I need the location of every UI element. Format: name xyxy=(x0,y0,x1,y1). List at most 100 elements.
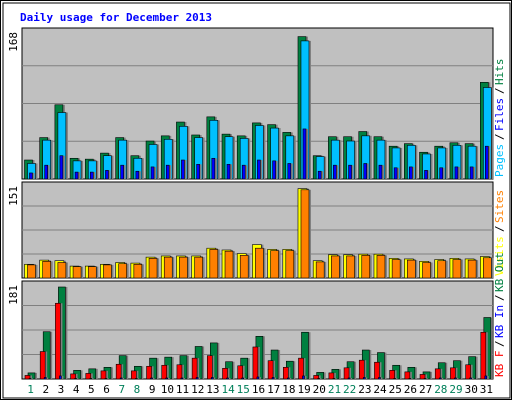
bar-kbin-day-2-shadow xyxy=(46,377,49,379)
bar-sites-day-28 xyxy=(437,260,447,279)
bar-sites-day-12 xyxy=(194,256,203,279)
bar-kbin-day-22 xyxy=(347,377,351,380)
kbytes-panel-legend-kb-in: KB In xyxy=(493,305,506,338)
bar-pages-day-6 xyxy=(105,170,109,180)
bar-kbin-day-19-shadow xyxy=(304,375,307,379)
visits-panel-legend-sites: Sites xyxy=(493,190,506,223)
kbytes-panel-legend-sep-2: / xyxy=(493,294,506,301)
kbytes-panel-ymax-label: 181 xyxy=(7,285,20,305)
bar-kbin-day-9 xyxy=(150,377,153,380)
bar-kbin-day-1 xyxy=(28,378,32,380)
x-label-day-14: 14 xyxy=(221,383,235,396)
bar-sites-day-6 xyxy=(103,264,112,279)
bar-kbin-day-14-shadow xyxy=(228,377,231,379)
visits-panel-ymax-label: 151 xyxy=(7,186,20,206)
bar-pages-day-24 xyxy=(378,164,383,180)
bar-pages-day-12 xyxy=(196,164,200,180)
bar-kbin-day-5 xyxy=(89,378,93,380)
bar-kbf-day-25 xyxy=(389,370,395,380)
bar-pages-day-5-shadow xyxy=(92,172,96,179)
bar-sites-day-30 xyxy=(467,259,477,279)
bar-pages-day-20 xyxy=(317,170,322,180)
bar-kbin-day-20-shadow xyxy=(319,378,322,379)
bar-pages-day-4-shadow xyxy=(77,172,81,179)
bar-sites-day-2 xyxy=(42,261,51,279)
bar-kbf-day-2 xyxy=(39,351,46,380)
bar-kbf-day-11 xyxy=(176,364,183,380)
bar-sites-day-5 xyxy=(87,266,97,279)
x-label-day-20: 20 xyxy=(313,383,326,396)
bar-pages-day-27 xyxy=(424,170,428,180)
x-label-day-21: 21 xyxy=(328,383,341,396)
bar-pages-day-8-shadow xyxy=(137,171,141,179)
bar-kbin-day-26-shadow xyxy=(410,378,413,379)
bar-kbf-day-31 xyxy=(480,331,487,380)
bar-kbin-day-19 xyxy=(302,375,305,380)
hits-panel-legend-hits: Hits xyxy=(493,59,506,86)
bar-kbin-day-23 xyxy=(362,377,366,380)
bar-sites-day-18 xyxy=(285,250,295,279)
hits-panel-ymax-label: 168 xyxy=(7,32,20,52)
bar-sites-day-1 xyxy=(27,264,36,279)
hits-panel-legend-files: Files xyxy=(493,98,506,131)
bar-kbf-day-18 xyxy=(282,367,289,380)
bar-pages-day-29-shadow xyxy=(456,166,460,179)
x-label-day-13: 13 xyxy=(206,383,219,396)
bar-kbf-day-9 xyxy=(146,365,152,380)
bar-pages-day-2-shadow xyxy=(46,165,50,179)
bar-pages-day-9 xyxy=(150,166,155,180)
bar-pages-day-16 xyxy=(257,159,261,180)
hits-panel-legend-pages: Pages xyxy=(493,144,506,177)
bar-pages-day-21 xyxy=(333,164,337,180)
x-label-day-26: 26 xyxy=(404,383,417,396)
bar-pages-day-4 xyxy=(74,171,79,180)
bar-pages-day-22-shadow xyxy=(350,165,354,179)
bar-pages-day-29 xyxy=(454,166,459,180)
bar-kbf-day-22 xyxy=(343,367,350,380)
bar-pages-day-28-shadow xyxy=(441,167,445,179)
bar-kbin-day-10-shadow xyxy=(167,377,170,379)
x-label-day-22: 22 xyxy=(343,383,356,396)
bar-pages-day-14-shadow xyxy=(229,164,233,179)
chart-title: Daily usage for December 2013 xyxy=(20,11,212,24)
bar-pages-day-17 xyxy=(272,160,276,180)
bar-pages-day-26 xyxy=(409,166,413,180)
bar-kbf-day-3 xyxy=(55,302,61,380)
bar-kbin-day-31 xyxy=(484,375,488,380)
x-label-day-1: 1 xyxy=(27,383,34,396)
kbytes-panel-legend-kb-out: KB Out xyxy=(493,252,506,292)
bar-pages-day-20-shadow xyxy=(320,171,324,179)
bar-sites-day-22 xyxy=(346,255,355,279)
x-label-day-16: 16 xyxy=(252,383,265,396)
bar-pages-day-24-shadow xyxy=(380,165,384,179)
bar-kbin-day-28-shadow xyxy=(441,377,444,379)
bar-kbin-day-2 xyxy=(43,377,47,380)
bar-kbin-day-27-shadow xyxy=(426,378,429,379)
bar-kbf-day-5 xyxy=(85,373,92,380)
bar-sites-day-31 xyxy=(483,257,492,279)
x-label-day-9: 9 xyxy=(149,383,156,396)
bar-sites-day-26 xyxy=(407,259,416,279)
bar-kbf-day-30 xyxy=(465,364,471,380)
bar-kbin-day-17-shadow xyxy=(274,377,277,379)
x-label-day-15: 15 xyxy=(237,383,250,396)
bar-sites-day-15 xyxy=(239,255,249,279)
bar-kbin-day-13 xyxy=(211,377,214,380)
bar-pages-day-13 xyxy=(211,157,216,180)
bar-pages-day-30 xyxy=(469,166,474,180)
bar-kbin-day-22-shadow xyxy=(350,377,353,379)
bar-kbin-day-14 xyxy=(226,377,229,380)
bar-pages-day-11-shadow xyxy=(183,160,187,179)
bar-kbin-day-31-shadow xyxy=(486,375,489,379)
x-label-day-12: 12 xyxy=(191,383,204,396)
bar-pages-day-6-shadow xyxy=(107,170,111,179)
bar-kbin-day-5-shadow xyxy=(91,378,94,379)
bar-kbin-day-30-shadow xyxy=(471,377,474,379)
bar-pages-day-25-shadow xyxy=(396,167,400,179)
bar-pages-day-17-shadow xyxy=(274,160,278,179)
bar-pages-day-21-shadow xyxy=(335,165,339,179)
bar-kbin-day-21 xyxy=(332,378,336,380)
x-label-day-24: 24 xyxy=(373,383,387,396)
